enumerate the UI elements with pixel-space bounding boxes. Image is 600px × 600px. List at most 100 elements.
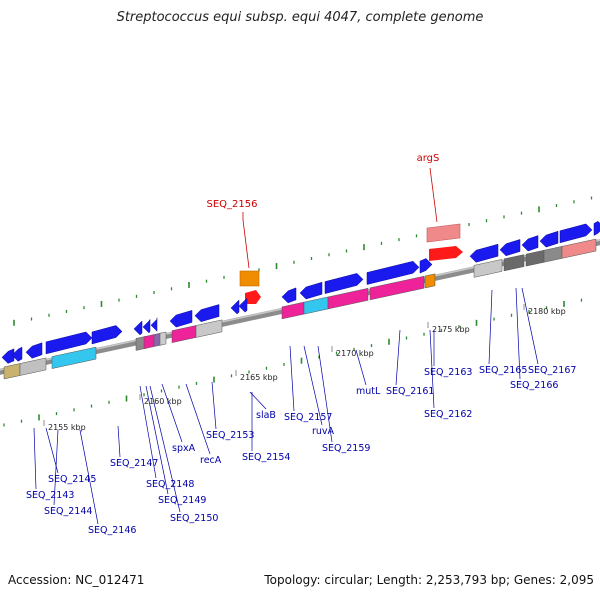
- gene-feature[interactable]: [25, 342, 43, 359]
- gene-feature[interactable]: [521, 235, 539, 252]
- gene-feature[interactable]: [195, 319, 223, 338]
- gene-feature[interactable]: [143, 334, 155, 350]
- gene-feature[interactable]: [559, 223, 593, 244]
- gene-feature[interactable]: [593, 220, 600, 236]
- highlight-label-seq2156: SEQ_2156: [207, 199, 258, 210]
- gene-leader-line: [211, 381, 217, 430]
- gene-leader-line: [289, 345, 295, 412]
- gene-leader-line: [45, 427, 59, 474]
- scale-label: 2165 kbp: [240, 373, 278, 382]
- gene-label[interactable]: SEQ_2146: [88, 525, 136, 536]
- scale-label: 2155 kbp: [48, 423, 86, 432]
- highlight-label-args: argS: [417, 153, 440, 164]
- gene-feature[interactable]: [303, 296, 329, 315]
- highlight-gene-seq2156[interactable]: SEQ_2156: [207, 199, 262, 304]
- scale-label: 2170 kbp: [336, 349, 374, 358]
- gene-label[interactable]: SEQ_2143: [26, 490, 74, 501]
- gene-feature[interactable]: [561, 238, 597, 259]
- gene-label[interactable]: SEQ_2166: [510, 380, 558, 391]
- gene-label[interactable]: SEQ_2154: [242, 452, 290, 463]
- scale-label: 2180 kbp: [528, 307, 566, 316]
- gene-label-group: SEQ_2143 SEQ_2144 SEQ_2145 SEQ_2146 SEQ_2147…: [26, 287, 576, 536]
- gene-leader-line: [521, 287, 539, 365]
- gene-label[interactable]: mutL: [356, 386, 381, 397]
- gene-feature[interactable]: [539, 230, 559, 248]
- gene-label[interactable]: SEQ_2153: [206, 430, 254, 441]
- gene-leader-line: [429, 329, 435, 409]
- gene-feature[interactable]: [51, 346, 97, 369]
- gene-feature[interactable]: [11, 346, 23, 362]
- gene-feature[interactable]: [19, 357, 47, 376]
- gene-feature[interactable]: [525, 249, 545, 267]
- gene-leader-line: [395, 329, 401, 386]
- gene-leader-line: [355, 349, 367, 386]
- gene-label[interactable]: SEQ_2145: [48, 474, 96, 485]
- gene-feature[interactable]: [469, 243, 499, 263]
- gene-leader-line: [317, 345, 333, 443]
- gene-feature[interactable]: [327, 287, 369, 310]
- gene-feature[interactable]: [238, 297, 248, 313]
- gene-feature[interactable]: [281, 301, 305, 320]
- gene-leader-line: [33, 427, 37, 490]
- gene-feature[interactable]: [419, 258, 433, 274]
- gene-label[interactable]: SEQ_2149: [158, 495, 206, 506]
- gene-leader-line: [53, 429, 59, 506]
- gene-feature[interactable]: [45, 331, 93, 355]
- gene-label[interactable]: SEQ_2144: [44, 506, 92, 517]
- gene-label[interactable]: SEQ_2159: [322, 443, 370, 454]
- gene-feature[interactable]: [171, 325, 197, 343]
- gene-feature[interactable]: [194, 304, 220, 322]
- gene-leader-line: [185, 383, 211, 455]
- gene-track: [1, 220, 600, 380]
- gene-label[interactable]: SEQ_2162: [424, 409, 472, 420]
- gene-label[interactable]: SEQ_2150: [170, 513, 218, 524]
- gene-feature[interactable]: [503, 254, 525, 272]
- inner-tick-row: [3, 298, 583, 427]
- highlight-gene-args[interactable]: argS: [417, 153, 463, 261]
- gene-feature[interactable]: [473, 259, 503, 278]
- gene-feature[interactable]: [133, 320, 143, 336]
- gene-label[interactable]: SEQ_2167: [528, 365, 576, 376]
- gene-label[interactable]: SEQ_2157: [284, 412, 332, 423]
- gene-feature[interactable]: [424, 273, 436, 289]
- gene-feature[interactable]: [366, 261, 420, 285]
- gene-feature[interactable]: [281, 287, 297, 304]
- scale-labels: 2155 kbp 2160 kbp 2165 kbp 2170 kbp 2175 kbp…: [43, 304, 566, 432]
- gene-feature[interactable]: [299, 281, 323, 300]
- gene-label[interactable]: SEQ_2147: [110, 458, 158, 469]
- gene-label[interactable]: slaB: [256, 410, 276, 421]
- gene-leader-line: [161, 383, 183, 443]
- gene-label[interactable]: spxA: [172, 443, 196, 454]
- gene-label[interactable]: recA: [200, 455, 222, 466]
- gene-leader-line: [488, 289, 493, 365]
- gene-label[interactable]: SEQ_2163: [424, 367, 472, 378]
- gene-leader-line: [249, 391, 267, 410]
- map-title: Streptococcus equi subsp. equi 4047, com…: [116, 10, 484, 25]
- gene-feature[interactable]: [324, 273, 364, 294]
- gene-feature[interactable]: [150, 317, 158, 332]
- gene-label[interactable]: SEQ_2148: [146, 479, 194, 490]
- gene-feature[interactable]: [369, 275, 425, 301]
- gene-feature[interactable]: [142, 318, 151, 334]
- gene-leader-line: [145, 385, 169, 495]
- gene-feature[interactable]: [499, 239, 521, 257]
- gene-leader-line: [139, 385, 157, 479]
- gene-leader-line: [79, 429, 99, 525]
- gene-leader-line: [303, 345, 323, 426]
- gene-leader-line: [515, 287, 521, 380]
- gene-feature[interactable]: [230, 299, 240, 315]
- gene-label[interactable]: SEQ_2161: [386, 386, 434, 397]
- gene-feature[interactable]: [1, 348, 15, 364]
- gene-leader-line: [117, 425, 121, 458]
- gene-feature[interactable]: [169, 310, 193, 328]
- gene-feature[interactable]: [91, 325, 123, 345]
- gene-feature[interactable]: [3, 363, 21, 380]
- gene-feature[interactable]: [159, 331, 167, 346]
- scale-label: 2160 kbp: [144, 397, 182, 406]
- gene-label[interactable]: ruvA: [312, 426, 335, 437]
- gene-feature[interactable]: [543, 246, 563, 263]
- gene-label[interactable]: SEQ_2165: [479, 365, 527, 376]
- scale-label: 2175 kbp: [432, 325, 470, 334]
- accession-text: Accession: NC_012471: [8, 573, 145, 587]
